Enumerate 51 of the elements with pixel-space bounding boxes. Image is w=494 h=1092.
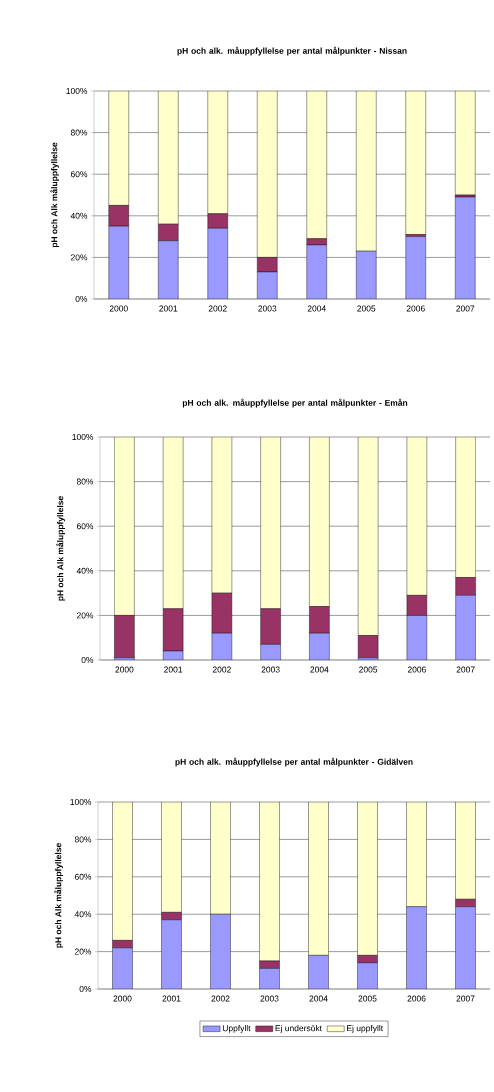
y-axis-title: pH och Alk måluppfyllelse <box>50 142 59 248</box>
x-tick-label: 2003 <box>261 666 280 673</box>
y-tick-label: 40% <box>76 567 94 574</box>
y-tick-label: 80% <box>76 478 94 485</box>
x-tick-label: 2002 <box>212 666 231 673</box>
y-tick-label: 20% <box>74 948 92 955</box>
y-tick-label: 40% <box>70 212 88 219</box>
chart-title: pH och alk. måuppfyllelse per antal målpunkter - Gidälven <box>175 757 413 767</box>
y-axis-title: pH och Alk måluppfyllelse <box>54 843 63 948</box>
legend-label: Ej undersökt <box>275 1024 322 1033</box>
legend-label: Uppfyllt <box>222 1024 251 1033</box>
y-tick-label: 0% <box>81 657 94 663</box>
y-tick-label: 0% <box>75 296 88 302</box>
y-tick-label: 80% <box>74 836 92 843</box>
x-tick-label: 2004 <box>310 666 329 673</box>
x-tick-label: 2006 <box>407 666 426 673</box>
chart-title: pH och alk. måuppfyllelse per antal målpunkter - Emån <box>182 398 408 408</box>
y-tick-label: 60% <box>74 873 92 880</box>
x-tick-label: 2003 <box>260 995 279 1002</box>
y-tick-label: 60% <box>76 523 94 530</box>
x-tick-label: 2006 <box>407 995 426 1002</box>
x-tick-label: 2006 <box>406 305 425 312</box>
y-tick-label: 80% <box>70 129 88 136</box>
x-tick-label: 2003 <box>258 305 277 312</box>
x-tick-label: 2001 <box>164 666 183 673</box>
y-tick-label: 60% <box>70 171 88 178</box>
y-tick-label: 100% <box>72 434 94 440</box>
y-tick-label: 0% <box>79 986 92 993</box>
x-tick-label: 2001 <box>162 995 181 1002</box>
x-tick-label: 2005 <box>358 995 377 1002</box>
y-tick-label: 40% <box>74 911 92 918</box>
x-tick-label: 2001 <box>159 305 178 312</box>
x-tick-label: 2007 <box>456 666 475 673</box>
y-tick-label: 100% <box>66 88 88 94</box>
y-tick-label: 20% <box>70 254 88 261</box>
x-tick-label: 2000 <box>109 305 128 312</box>
x-tick-label: 2004 <box>307 305 326 312</box>
y-axis-title: pH och Alk måluppfyllelse <box>56 496 65 601</box>
legend-label: Ej uppfyllt <box>347 1024 384 1033</box>
x-tick-label: 2005 <box>357 305 376 312</box>
x-tick-label: 2007 <box>456 995 475 1002</box>
y-tick-label: 100% <box>70 799 92 805</box>
x-tick-label: 2000 <box>113 995 132 1002</box>
x-tick-label: 2002 <box>208 305 227 312</box>
x-tick-label: 2000 <box>115 666 134 673</box>
y-tick-label: 20% <box>76 612 94 619</box>
x-tick-label: 2004 <box>309 995 328 1002</box>
x-tick-label: 2007 <box>456 305 475 312</box>
x-tick-label: 2005 <box>359 666 378 673</box>
chart-title: pH och alk. måuppfyllelse per antal målpunkter - Nissan <box>177 46 407 56</box>
x-tick-label: 2002 <box>211 995 230 1002</box>
